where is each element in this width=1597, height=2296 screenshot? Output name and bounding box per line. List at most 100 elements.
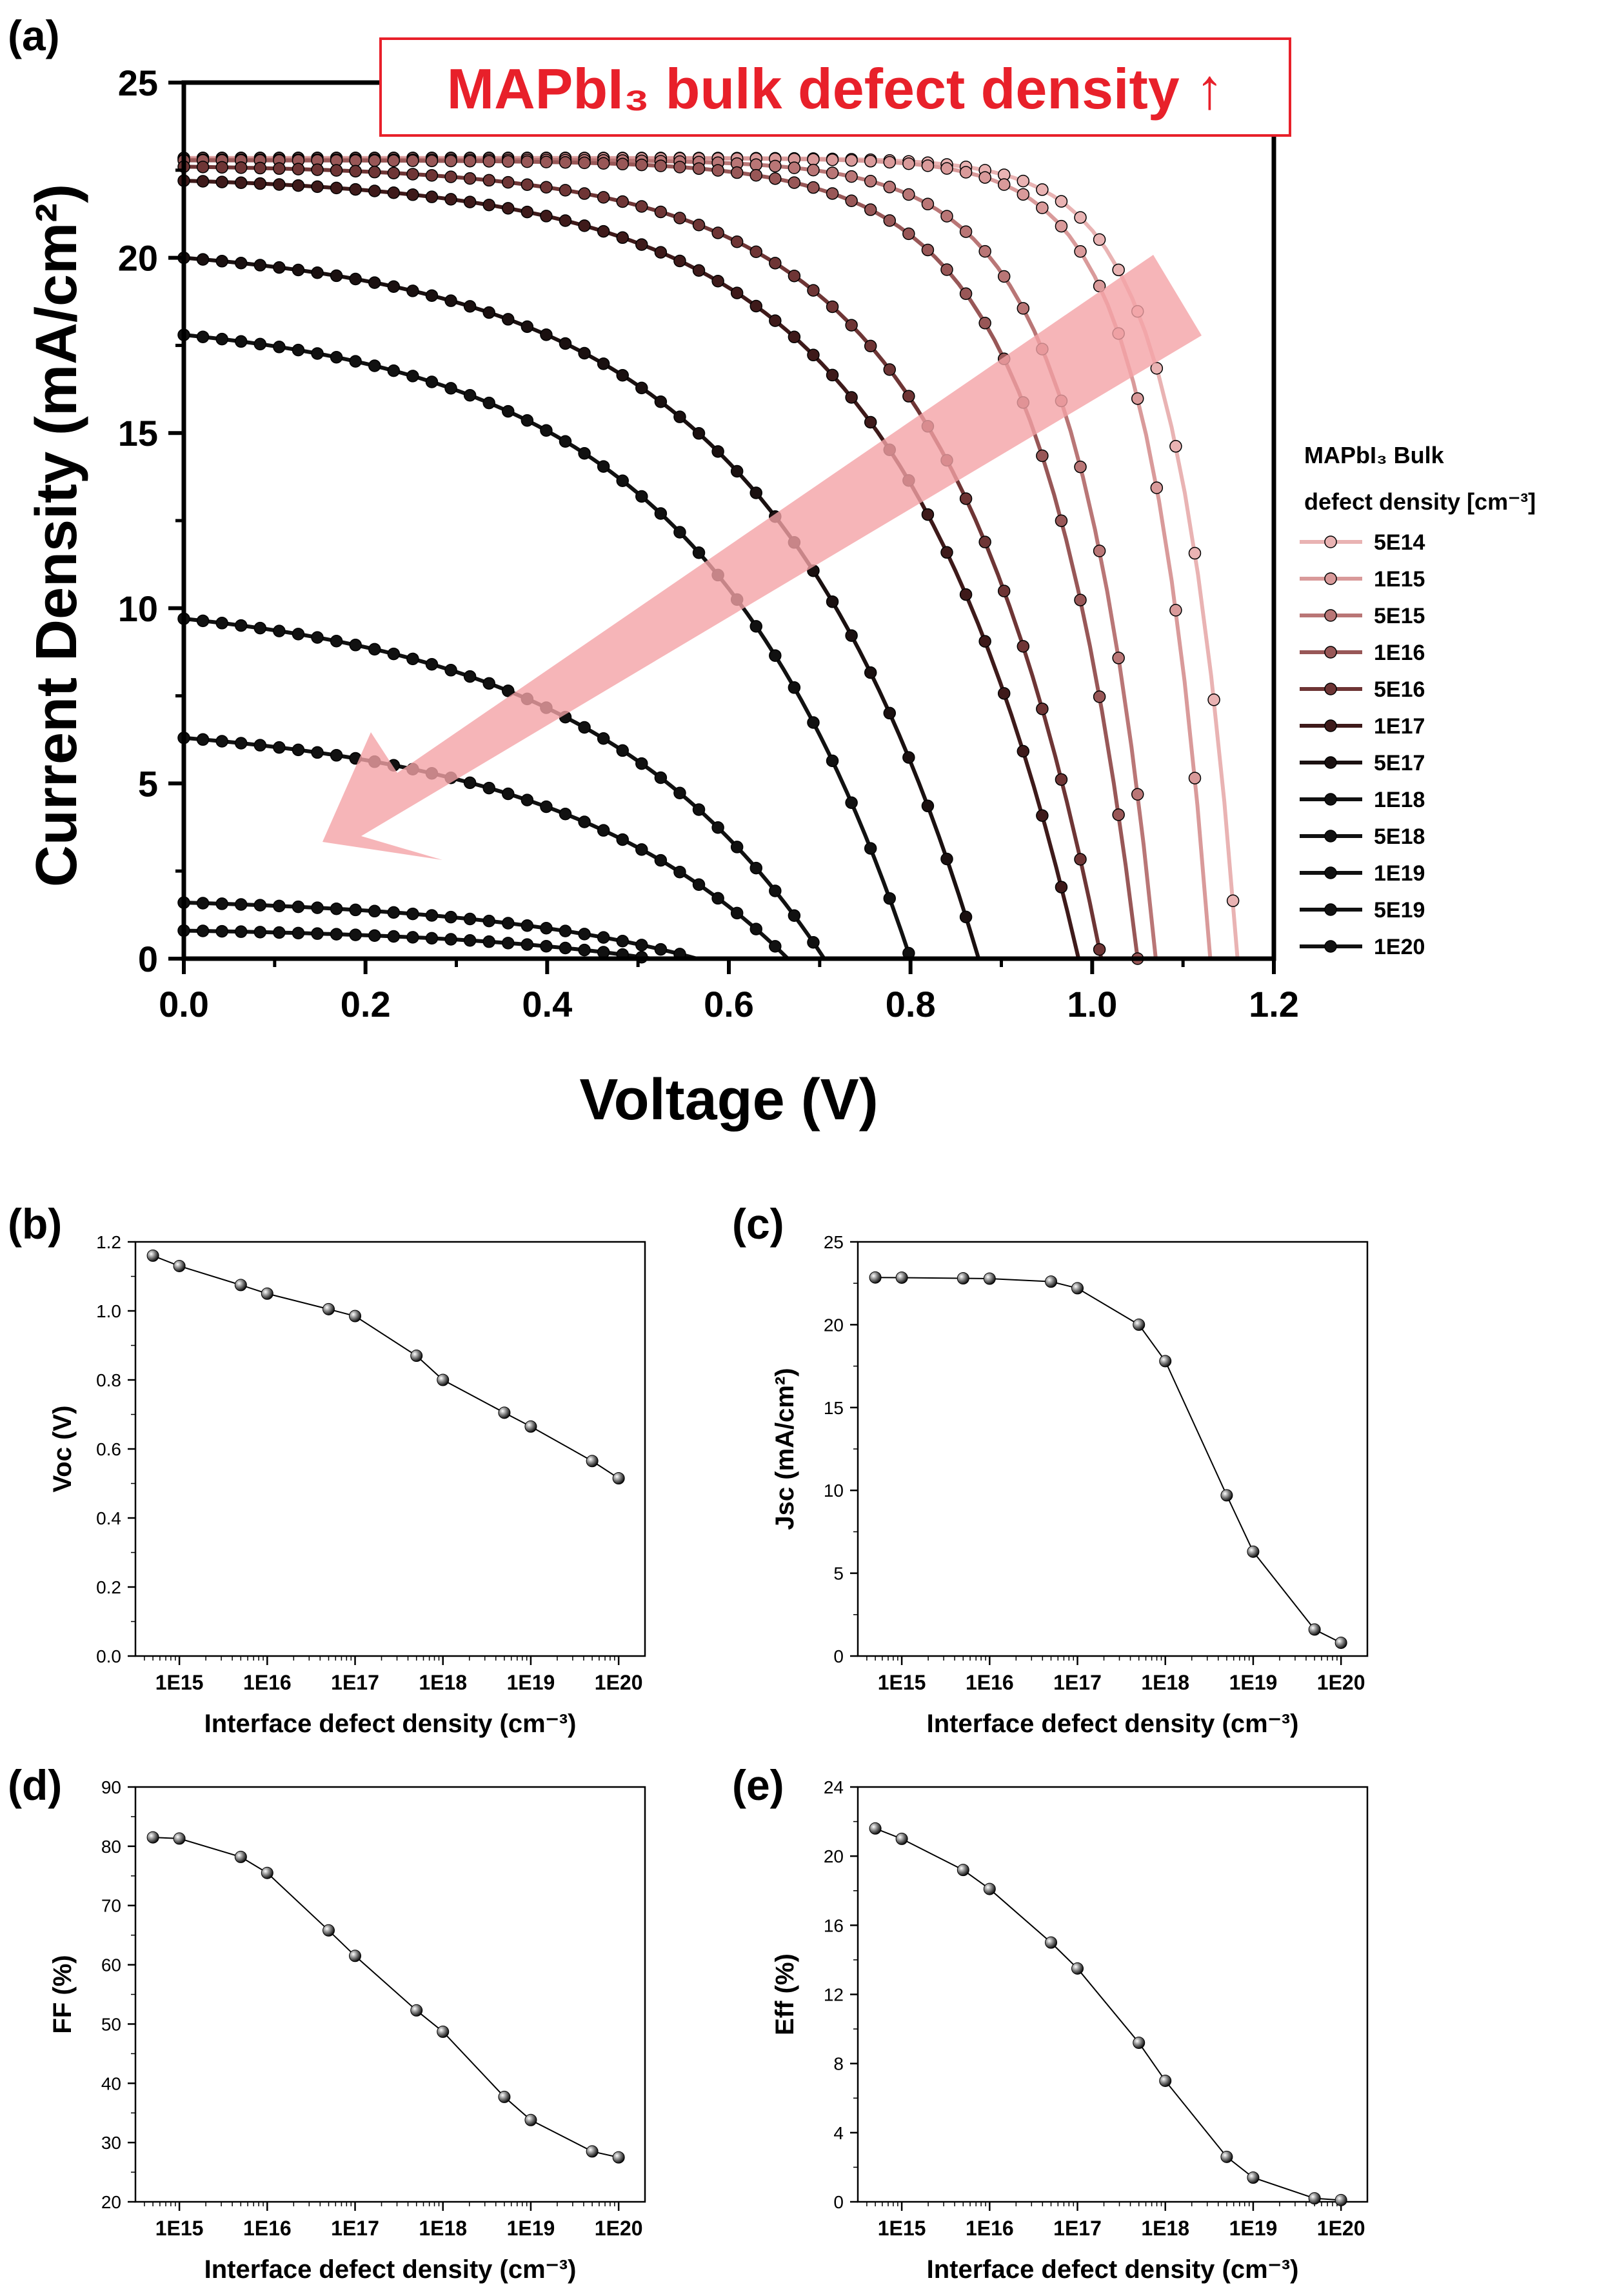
- iv-point-1E16: [616, 157, 629, 171]
- y-axis-title: Eff (%): [771, 1953, 799, 2035]
- iv-point-5E16: [711, 226, 724, 239]
- data-point-1E16: [261, 1866, 273, 1879]
- y-tick-label: 20: [824, 1846, 844, 1866]
- x-tick-label: 1E16: [966, 2217, 1014, 2240]
- iv-point-1E19: [616, 833, 629, 846]
- iv-point-5E16: [196, 161, 210, 174]
- y-tick-label: 60: [101, 1955, 121, 1975]
- iv-point-1E15: [902, 157, 915, 170]
- iv-point-5E16: [311, 163, 324, 176]
- plot-frame: [857, 1786, 1369, 2203]
- iv-point-5E15: [1074, 460, 1087, 474]
- iv-point-1E20: [330, 928, 343, 941]
- iv-point-5E19: [616, 934, 629, 948]
- y-tick-label: 20: [101, 2192, 121, 2212]
- iv-point-1E17: [311, 180, 324, 194]
- x-axis-title: Interface defect density (cm⁻³): [927, 1710, 1299, 1738]
- iv-point-1E18: [769, 649, 782, 662]
- iv-point-1E16: [845, 194, 858, 208]
- iv-point-5E18: [368, 643, 381, 656]
- legend-marker-5E14: [1324, 535, 1337, 548]
- iv-point-5E18: [215, 617, 228, 630]
- legend-marker-5E18: [1324, 830, 1337, 843]
- x-tick-label: 1E16: [243, 1671, 292, 1694]
- iv-point-5E16: [845, 319, 858, 332]
- iv-point-5E17: [826, 595, 839, 608]
- trend-arrow: [322, 255, 1202, 860]
- iv-point-5E19: [330, 902, 343, 915]
- iv-point-1E16: [864, 203, 877, 216]
- legend-label-1E16: 1E16: [1374, 641, 1425, 665]
- legend-title-line2: defect density [cm⁻³]: [1304, 488, 1536, 515]
- iv-point-5E17: [692, 427, 706, 440]
- iv-point-1E18: [521, 414, 534, 427]
- iv-point-1E19: [673, 865, 686, 879]
- iv-point-5E16: [673, 212, 686, 225]
- iv-point-5E17: [616, 369, 629, 382]
- data-point-5E16: [1045, 1275, 1058, 1288]
- iv-point-1E16: [673, 161, 686, 174]
- iv-point-5E18: [253, 621, 267, 635]
- iv-point-5E19: [292, 900, 305, 913]
- iv-point-1E19: [597, 824, 610, 837]
- iv-point-1E18: [749, 620, 762, 633]
- legend-label-1E19: 1E19: [1374, 861, 1425, 886]
- data-point-1E19: [1247, 2171, 1260, 2184]
- data-point-1E17: [349, 1950, 362, 1962]
- panel-label-e: (e): [732, 1761, 784, 1809]
- iv-point-5E15: [902, 188, 915, 201]
- data-point-1E19: [524, 2113, 537, 2126]
- x-tick-label: 1E15: [155, 2217, 204, 2240]
- iv-point-1E16: [1055, 514, 1068, 527]
- iv-point-5E16: [368, 165, 381, 179]
- iv-point-1E17: [864, 415, 877, 429]
- iv-point-1E18: [253, 337, 267, 351]
- iv-point-5E17: [196, 253, 210, 266]
- iv-point-1E18: [635, 490, 648, 503]
- iv-point-1E18: [406, 370, 419, 383]
- iv-point-5E19: [273, 899, 286, 913]
- iv-point-5E18: [616, 744, 629, 757]
- iv-point-1E20: [578, 943, 591, 957]
- iv-point-1E19: [692, 878, 706, 892]
- axes-a: 0.0 0.2 0.4 0.6 0.8 1.0 1.2 0 5 10 15 20 25: [118, 63, 1299, 1024]
- data-point-1E17: [1071, 1962, 1084, 1975]
- data-point-5E17: [1133, 2037, 1146, 2050]
- y-tick-label: 90: [101, 1777, 121, 1797]
- iv-point-5E19: [425, 909, 439, 922]
- iv-point-1E15: [959, 166, 973, 179]
- iv-point-1E17: [330, 181, 343, 195]
- iv-point-1E16: [349, 154, 362, 167]
- iv-point-1E17: [959, 588, 973, 601]
- iv-point-5E17: [864, 666, 877, 679]
- data-point-1E15: [173, 1259, 186, 1272]
- iv-point-5E19: [597, 931, 610, 944]
- iv-point-1E16: [959, 287, 973, 301]
- data-point-5E19: [1308, 2192, 1321, 2205]
- iv-point-1E16: [635, 158, 648, 172]
- iv-point-5E16: [578, 187, 591, 200]
- data-point-1E15: [895, 1271, 908, 1284]
- data-point-5E16: [322, 1924, 335, 1937]
- y-tick-label: 16: [824, 1915, 844, 1935]
- iv-point-5E16: [902, 390, 915, 403]
- iv-point-1E18: [273, 341, 286, 354]
- iv-point-5E18: [749, 861, 762, 875]
- iv-point-5E17: [444, 294, 457, 307]
- iv-point-1E19: [521, 794, 534, 806]
- y-tick-label-a: 10: [118, 588, 158, 629]
- panel-d-ff: (d) 1E15 1E16 1E17 1E18 1E19 1E20 20 30 40 50 60 70…: [8, 1761, 646, 2284]
- legend-label-5E14: 5E14: [1374, 530, 1425, 555]
- iv-point-5E14: [1226, 894, 1240, 907]
- iv-point-1E16: [711, 164, 724, 177]
- iv-point-1E16: [749, 168, 762, 182]
- x-tick-label: 1E20: [1317, 2217, 1365, 2240]
- iv-point-5E15: [864, 175, 877, 188]
- iv-point-1E15: [1017, 188, 1030, 201]
- iv-point-5E17: [711, 445, 724, 458]
- x-tick-label-a: 0.0: [159, 984, 209, 1024]
- y-tick-label: 24: [824, 1777, 844, 1797]
- iv-point-1E18: [482, 396, 495, 410]
- iv-point-5E17: [673, 410, 686, 423]
- iv-point-1E17: [921, 508, 935, 521]
